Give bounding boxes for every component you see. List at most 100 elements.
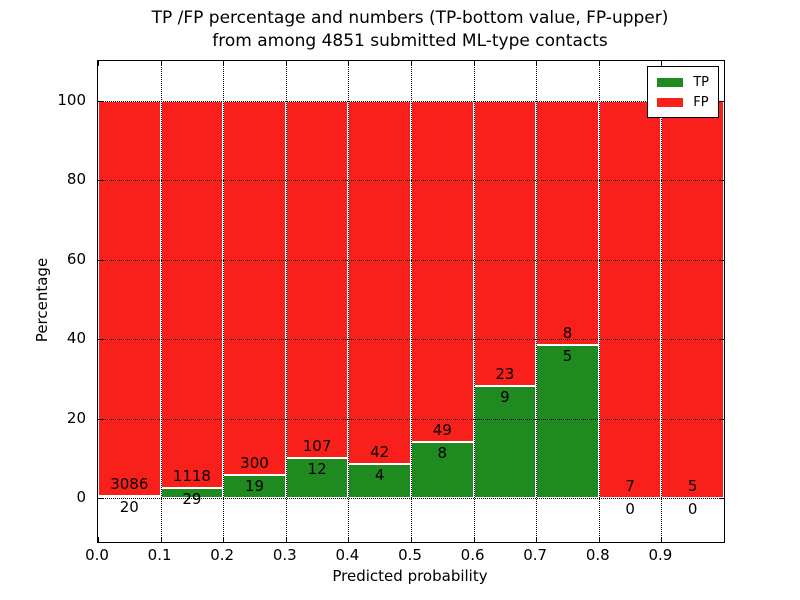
- tp-count-label: 8: [437, 444, 448, 463]
- x-tick-mark-top: [473, 61, 475, 66]
- x-tick-label: 0.8: [585, 546, 610, 564]
- y-tick-mark: [98, 180, 103, 182]
- bar-fp-segment: [98, 100, 161, 496]
- tp-count-label: 19: [244, 476, 265, 495]
- bar-fp-segment: [223, 100, 286, 475]
- x-gridline: [661, 61, 663, 542]
- x-tick-mark-top: [285, 61, 287, 66]
- tp-count-label: 12: [307, 460, 327, 479]
- x-gridline: [160, 61, 162, 542]
- y-tick-mark-right: [719, 259, 724, 261]
- y-tick-mark: [98, 100, 103, 102]
- x-tick-mark: [536, 537, 538, 542]
- y-tick-label: 20: [66, 408, 86, 427]
- bar-tp-segment: [473, 386, 537, 499]
- x-gridline: [223, 61, 225, 542]
- legend-label-tp: TP: [693, 74, 709, 90]
- x-tick-mark: [473, 537, 475, 542]
- legend-swatch-fp: [657, 97, 684, 107]
- fp-count-label: 1118: [172, 467, 211, 486]
- bar-tp-segment: [348, 463, 411, 499]
- x-tick-mark: [411, 537, 412, 542]
- x-tick-mark-top: [411, 61, 412, 66]
- x-tick-mark-top: [98, 61, 99, 66]
- y-tick-label: 40: [66, 329, 86, 348]
- x-tick-mark-top: [223, 61, 225, 66]
- y-tick-label: 0: [76, 488, 86, 507]
- y-gridline: [98, 418, 724, 420]
- legend: TP FP: [647, 66, 719, 118]
- y-tick-mark: [98, 498, 103, 500]
- x-gridline: [285, 61, 287, 542]
- tp-count-label: 5: [562, 347, 573, 366]
- chart-title-line2: from among 4851 submitted ML-type contac…: [212, 31, 608, 51]
- bar-fp-segment: [411, 100, 474, 443]
- y-tick-mark: [98, 418, 103, 420]
- x-gridline: [536, 61, 538, 542]
- x-tick-label: 0.3: [272, 546, 297, 564]
- bar-fp-segment: [536, 100, 599, 346]
- x-tick-label: 0.9: [648, 546, 673, 564]
- tp-count-label: 29: [182, 490, 202, 509]
- x-tick-mark: [223, 537, 225, 542]
- x-gridline: [473, 61, 475, 542]
- x-tick-mark: [348, 537, 350, 542]
- tp-count-label: 9: [500, 388, 510, 407]
- fp-count-label: 3086: [110, 474, 149, 493]
- bar-tp-segment: [98, 495, 161, 499]
- bar-tp-segment: [285, 458, 349, 499]
- tp-count-label: 4: [374, 465, 385, 484]
- chart-title: TP /FP percentage and numbers (TP-bottom…: [97, 7, 723, 53]
- x-tick-label: 0.5: [398, 546, 422, 564]
- legend-entry: TP: [657, 72, 709, 92]
- fp-count-label: 300: [240, 453, 269, 472]
- chart-title-line1: TP /FP percentage and numbers (TP-bottom…: [151, 8, 669, 28]
- bar-tp-segment: [536, 345, 599, 499]
- x-gridline: [598, 61, 600, 542]
- fp-count-label: 49: [432, 421, 452, 440]
- x-tick-mark: [98, 537, 99, 542]
- x-tick-mark-top: [598, 61, 600, 66]
- fp-count-label: 23: [495, 365, 515, 384]
- fp-count-label: 42: [370, 442, 390, 461]
- fp-count-label: 8: [562, 324, 573, 343]
- legend-label-fp: FP: [693, 94, 709, 110]
- y-gridline: [98, 498, 724, 500]
- y-tick-mark: [98, 259, 103, 261]
- plot-area: TP FP 3086 20 1118 29 300 19 107 12 42 4 49 8 23 9 8 5 7 0…: [97, 60, 725, 543]
- x-tick-mark-top: [536, 61, 538, 66]
- y-tick-mark-right: [719, 100, 724, 102]
- bar-tp-segment: [411, 442, 474, 499]
- tp-count-label: 20: [119, 497, 139, 516]
- x-tick-label: 0.6: [460, 546, 485, 564]
- y-tick-label: 100: [57, 90, 86, 109]
- x-tick-label: 0.2: [210, 546, 235, 564]
- y-tick-label: 60: [66, 249, 86, 268]
- y-tick-mark-right: [719, 339, 724, 341]
- x-gridline: [348, 61, 350, 542]
- legend-swatch-tp: [657, 77, 684, 87]
- fp-count-label: 7: [625, 477, 635, 496]
- y-tick-mark: [98, 339, 103, 341]
- y-tick-mark-right: [719, 498, 724, 500]
- y-gridline: [98, 259, 724, 261]
- x-tick-mark-top: [348, 61, 350, 66]
- x-tick-mark: [160, 537, 162, 542]
- fp-count-label: 5: [687, 477, 698, 496]
- y-gridline: [98, 100, 724, 102]
- x-tick-mark: [598, 537, 600, 542]
- tp-count-label: 0: [625, 500, 635, 519]
- x-tick-label: 0.1: [147, 546, 172, 564]
- bar-fp-segment: [160, 100, 224, 489]
- bar-fp-segment: [598, 100, 662, 499]
- x-tick-label: 0.7: [523, 546, 548, 564]
- tp-count-label: 0: [687, 500, 698, 519]
- fp-count-label: 107: [302, 437, 332, 456]
- x-tick-mark: [285, 537, 287, 542]
- bar-fp-segment: [661, 100, 724, 499]
- y-gridline: [98, 339, 724, 341]
- x-tick-mark: [661, 537, 663, 542]
- x-tick-label: 0.0: [85, 546, 109, 564]
- x-tick-label: 0.4: [335, 546, 360, 564]
